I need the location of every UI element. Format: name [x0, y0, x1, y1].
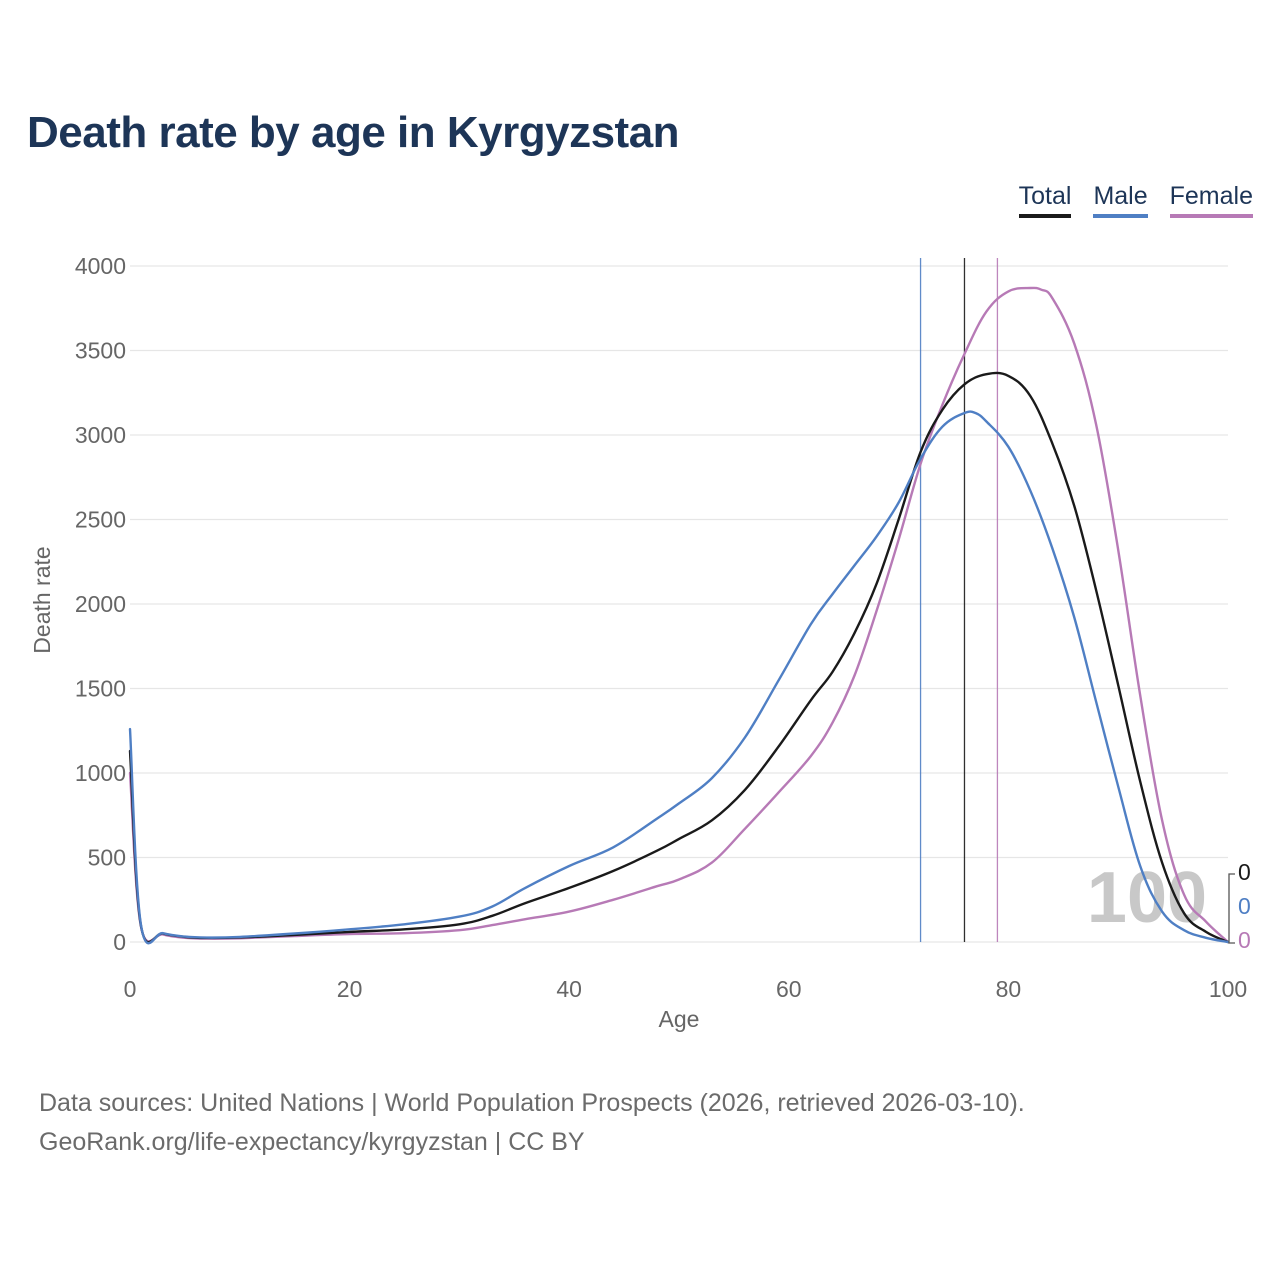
legend: Total Male Female: [1018, 182, 1253, 218]
y-tick-label: 2500: [75, 507, 126, 533]
y-axis-ticks: 0 500 1000 1500 2000 2500 3000 3500 4000: [75, 253, 126, 955]
series-line-male: [128, 410, 1230, 945]
series-line-female: [128, 286, 1230, 944]
gridlines: [130, 265, 1228, 943]
y-tick-label: 0: [113, 929, 126, 955]
chart-title: Death rate by age in Kyrgyzstan: [27, 108, 680, 157]
x-tick-label: 20: [337, 976, 363, 1002]
y-tick-label: 3000: [75, 422, 126, 448]
y-tick-label: 4000: [75, 253, 126, 279]
end-value-female: 0: [1238, 927, 1251, 953]
life-expectancy-markers: [919, 258, 999, 942]
legend-item-female[interactable]: Female: [1169, 182, 1253, 218]
x-tick-label: 40: [556, 976, 582, 1002]
footer-link[interactable]: GeoRank.org/life-expectancy/kyrgyzstan |…: [39, 1128, 585, 1156]
x-tick-label: 100: [1209, 976, 1247, 1002]
end-value-total: 0: [1238, 859, 1251, 885]
x-tick-label: 0: [124, 976, 137, 1002]
x-axis-title: Age: [659, 1006, 700, 1032]
y-tick-label: 3500: [75, 338, 126, 364]
x-tick-label: 80: [996, 976, 1022, 1002]
age-slider-label[interactable]: 100: [1087, 858, 1207, 938]
x-tick-label: 60: [776, 976, 802, 1002]
legend-item-male[interactable]: Male: [1093, 182, 1148, 218]
footer-sources: Data sources: United Nations | World Pop…: [39, 1089, 1025, 1117]
y-tick-label: 1000: [75, 760, 126, 786]
y-tick-label: 1500: [75, 676, 126, 702]
y-tick-label: 500: [88, 845, 126, 871]
y-axis-title: Death rate: [29, 546, 55, 653]
legend-item-total[interactable]: Total: [1018, 182, 1072, 218]
end-value-male: 0: [1238, 893, 1251, 919]
end-value-labels: 0 0 0: [1228, 859, 1251, 953]
x-axis-ticks: 0 20 40 60 80 100: [124, 976, 1248, 1002]
footer: Data sources: United Nations | World Pop…: [39, 1084, 1025, 1162]
series-lines: [128, 286, 1230, 945]
y-tick-label: 2000: [75, 591, 126, 617]
series-line-total: [128, 371, 1230, 944]
end-label-bracket: [1228, 873, 1235, 944]
